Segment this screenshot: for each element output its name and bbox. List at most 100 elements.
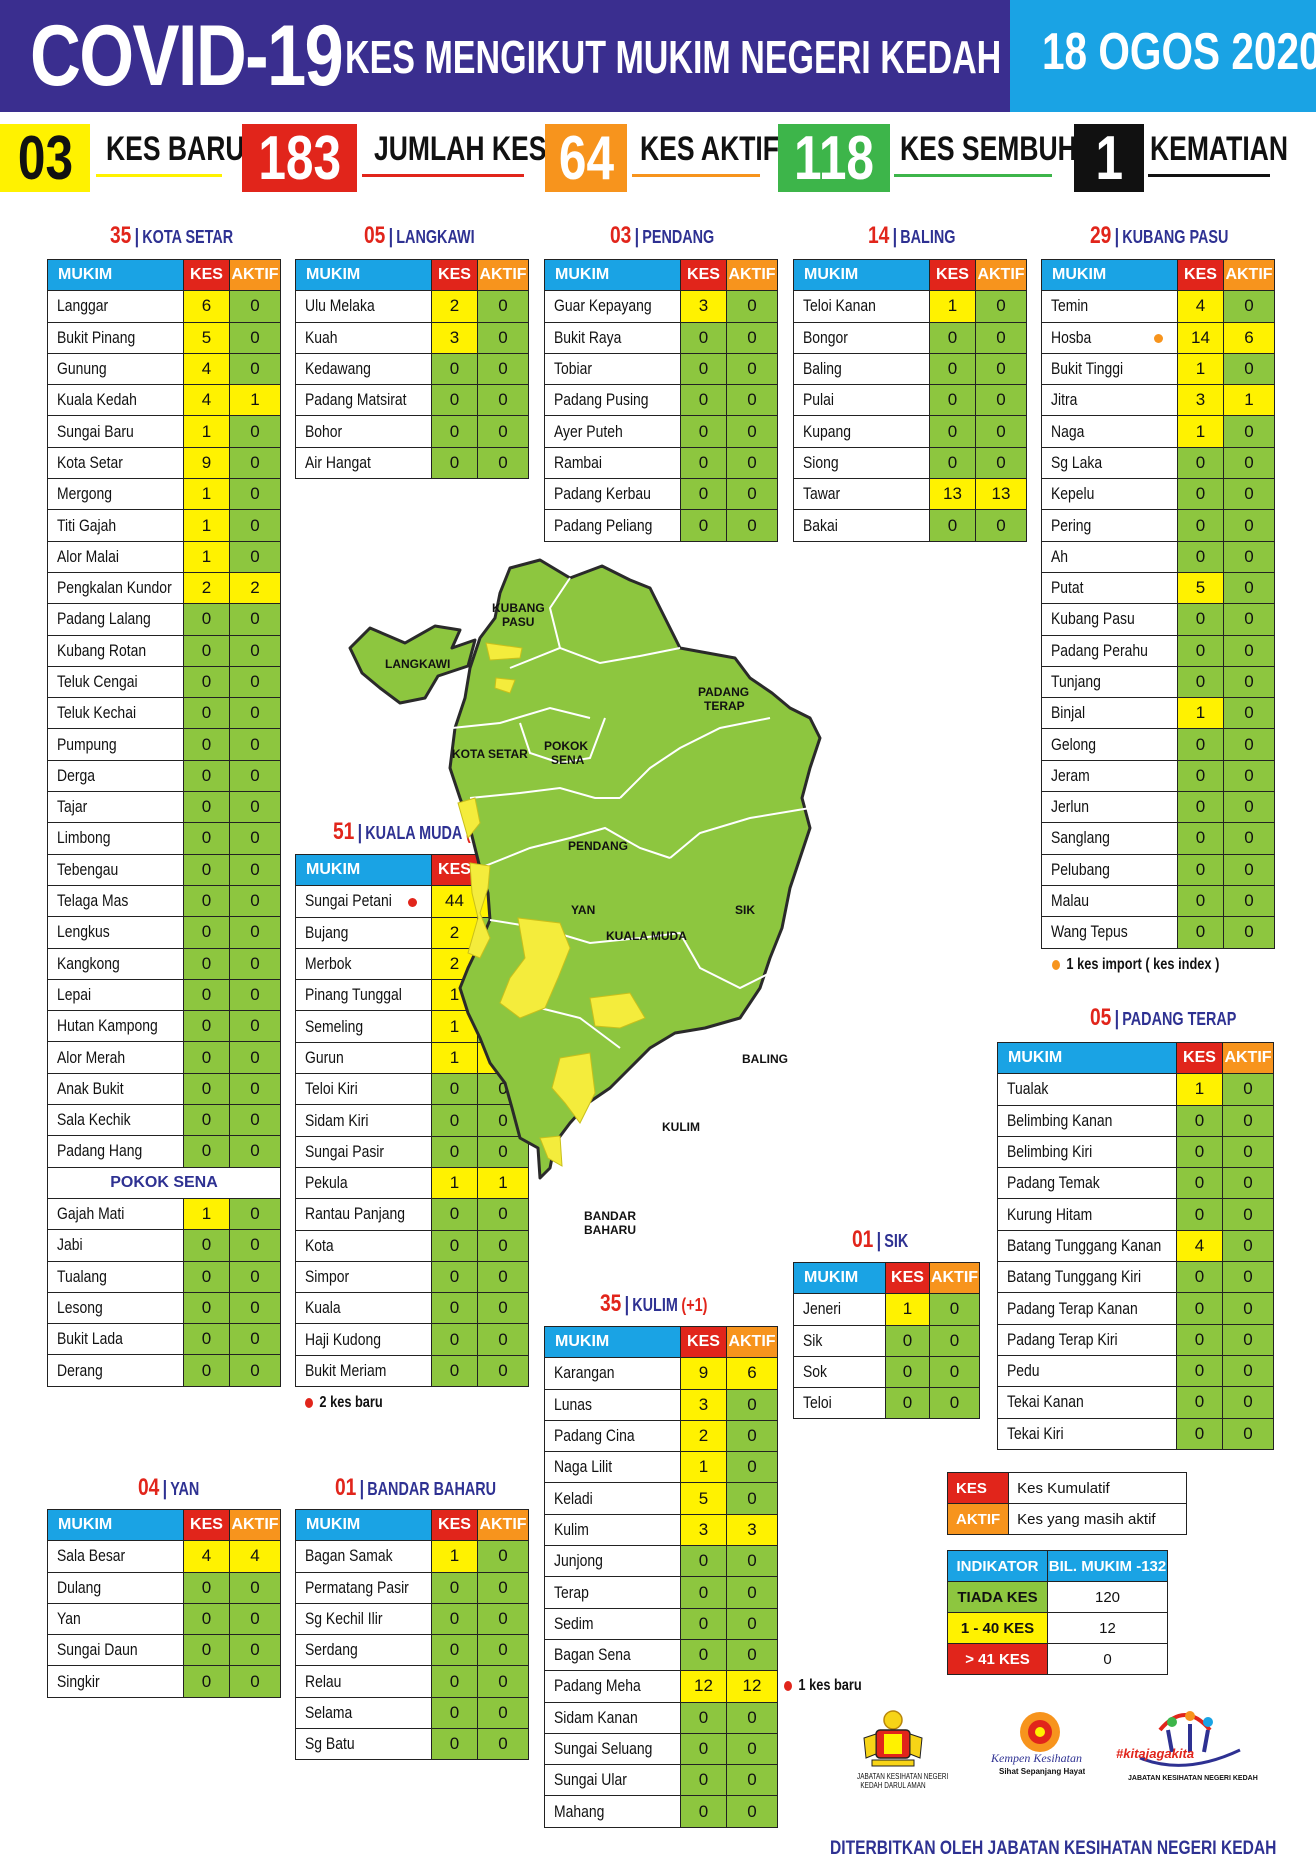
table-row: Binjal 1 0 <box>1041 697 1275 730</box>
legend-key-kes: KES <box>946 1472 1010 1504</box>
table-row: Sanglang 0 0 <box>1041 822 1275 855</box>
district-title-kubang-pasu: 29 | KUBANG PASU <box>1090 222 1229 249</box>
mukim-name: Bukit Raya <box>544 321 681 354</box>
kuala-muda-note: 2 kes baru <box>305 1394 383 1412</box>
aktif-count: 6 <box>726 1357 778 1390</box>
table-row: Jeram 0 0 <box>1041 759 1275 793</box>
kes-count: 0 <box>1177 759 1224 793</box>
table-row: Sik 0 0 <box>793 1324 980 1357</box>
aktif-column-header: AKTIF <box>1222 1041 1274 1075</box>
mukim-name: Binjal <box>1041 697 1178 730</box>
aktif-count: 0 <box>1223 916 1275 949</box>
mukim-name: Bukit Tinggi <box>1041 352 1178 386</box>
kes-column-header: KES <box>183 258 230 292</box>
table-row: Kuala Kedah 4 1 <box>47 384 281 417</box>
kes-column-header: KES <box>929 258 976 292</box>
aktif-count: 13 <box>975 478 1027 511</box>
kes-count: 4 <box>1176 1229 1223 1263</box>
kes-count: 0 <box>183 791 230 824</box>
mukim-column-header: MUKIM <box>793 258 930 292</box>
aktif-count: 0 <box>1223 822 1275 855</box>
mukim-name: Baling <box>793 352 930 386</box>
aktif-count: 0 <box>229 352 281 386</box>
kes-count: 0 <box>183 603 230 636</box>
table-row: Teloi Kanan 1 0 <box>793 290 1027 323</box>
kes-count: 1 <box>885 1293 930 1326</box>
aktif-count: 0 <box>929 1387 980 1420</box>
kes-count: 0 <box>183 759 230 793</box>
aktif-count: 0 <box>1222 1323 1274 1356</box>
table-row: Mahang 0 0 <box>544 1795 778 1828</box>
table-row: Padang Perahu 0 0 <box>1041 634 1275 667</box>
mukim-name: Pering <box>1041 509 1178 542</box>
stat-total-cases-label: JUMLAH KES <box>374 130 547 168</box>
mukim-name: Pelubang <box>1041 853 1178 886</box>
district-title-baling: 14 | BALING <box>868 222 956 249</box>
mukim-name: Padang Matsirat <box>295 384 432 417</box>
table-bandar-baharu: MUKIM KES AKTIF Bagan Samak 1 0 Permatang Pasi… <box>295 1508 529 1761</box>
mukim-name: Serdang <box>295 1634 432 1667</box>
mukim-column-header: MUKIM <box>793 1261 886 1295</box>
state-health-crest-icon <box>863 1710 923 1767</box>
table-row: Baling 0 0 <box>793 352 1027 386</box>
kes-count: 0 <box>183 634 230 667</box>
indicator-label-high: > 41 KES <box>947 1643 1048 1675</box>
aktif-count: 0 <box>1222 1198 1274 1231</box>
table-row: Telaga Mas 0 0 <box>47 884 281 918</box>
kes-count: 0 <box>680 509 727 542</box>
kes-count: 0 <box>885 1387 930 1420</box>
mukim-name: Derang <box>47 1354 184 1387</box>
aktif-count: 0 <box>726 1764 778 1797</box>
mukim-name: Ulu Melaka <box>295 290 432 323</box>
aktif-count: 0 <box>1223 415 1275 448</box>
mukim-name: Pedu <box>997 1354 1177 1388</box>
mukim-name: Ah <box>1041 540 1178 573</box>
aktif-count: 0 <box>1223 884 1275 918</box>
aktif-count: 0 <box>477 1571 529 1604</box>
map-label-padang-terap: PADANG <box>698 685 749 699</box>
aktif-column-header: AKTIF <box>229 1508 281 1542</box>
mukim-name: Tajar <box>47 791 184 824</box>
table-row: Bagan Samak 1 0 <box>295 1540 529 1573</box>
table-row: Kedawang 0 0 <box>295 352 529 386</box>
mukim-name: Bongor <box>793 321 930 354</box>
mukim-name: Belimbing Kiri <box>997 1135 1177 1169</box>
aktif-count: 0 <box>726 1545 778 1578</box>
kes-count: 0 <box>183 1072 230 1106</box>
table-row: Sidam Kanan 0 0 <box>544 1701 778 1734</box>
kes-count: 0 <box>680 1701 727 1734</box>
table-kubang-pasu: MUKIM KES AKTIF Temin 4 0 Hosba 14 6 Bukit Tinggi… <box>1041 258 1275 949</box>
indicator-table: INDIKATOR BIL. MUKIM -132 TIADA KES 120 … <box>947 1550 1168 1675</box>
mukim-name: Siong <box>793 446 930 480</box>
kes-count: 0 <box>1177 822 1224 855</box>
table-row: Mergong 1 0 <box>47 478 281 511</box>
table-row: Lunas 3 0 <box>544 1388 778 1421</box>
aktif-count: 0 <box>229 1602 281 1636</box>
table-row: Sala Besar 4 4 <box>47 1540 281 1573</box>
stat-active-cases-value: 64 <box>545 124 627 193</box>
table-row: Guar Kepayang 3 0 <box>544 290 778 323</box>
mukim-name: Langgar <box>47 290 184 323</box>
mukim-column-header: MUKIM <box>295 853 432 887</box>
stat-underline <box>894 174 1052 177</box>
mukim-name: Kepelu <box>1041 478 1178 511</box>
mukim-name: Kedawang <box>295 352 432 386</box>
mukim-name: Hutan Kampong <box>47 1010 184 1043</box>
kes-count: 4 <box>183 384 230 417</box>
mukim-name: Padang Terap Kiri <box>997 1323 1177 1356</box>
aktif-count: 0 <box>1223 791 1275 824</box>
aktif-count: 0 <box>1222 1292 1274 1325</box>
table-row: Belimbing Kanan 0 0 <box>997 1104 1274 1137</box>
kes-count: 0 <box>680 321 727 354</box>
kes-count: 0 <box>929 446 976 480</box>
aktif-count: 0 <box>229 1197 281 1231</box>
table-row: Dulang 0 0 <box>47 1571 281 1604</box>
aktif-count: 0 <box>1222 1135 1274 1169</box>
aktif-count: 0 <box>726 1576 778 1609</box>
table-row: Padang Terap Kanan 0 0 <box>997 1292 1274 1325</box>
kes-count: 0 <box>431 1354 478 1388</box>
stat-new-cases-label: KES BARU <box>106 130 245 168</box>
mukim-name: Kubang Pasu <box>1041 603 1178 636</box>
aktif-count: 0 <box>229 1010 281 1043</box>
aktif-count: 0 <box>1223 290 1275 323</box>
